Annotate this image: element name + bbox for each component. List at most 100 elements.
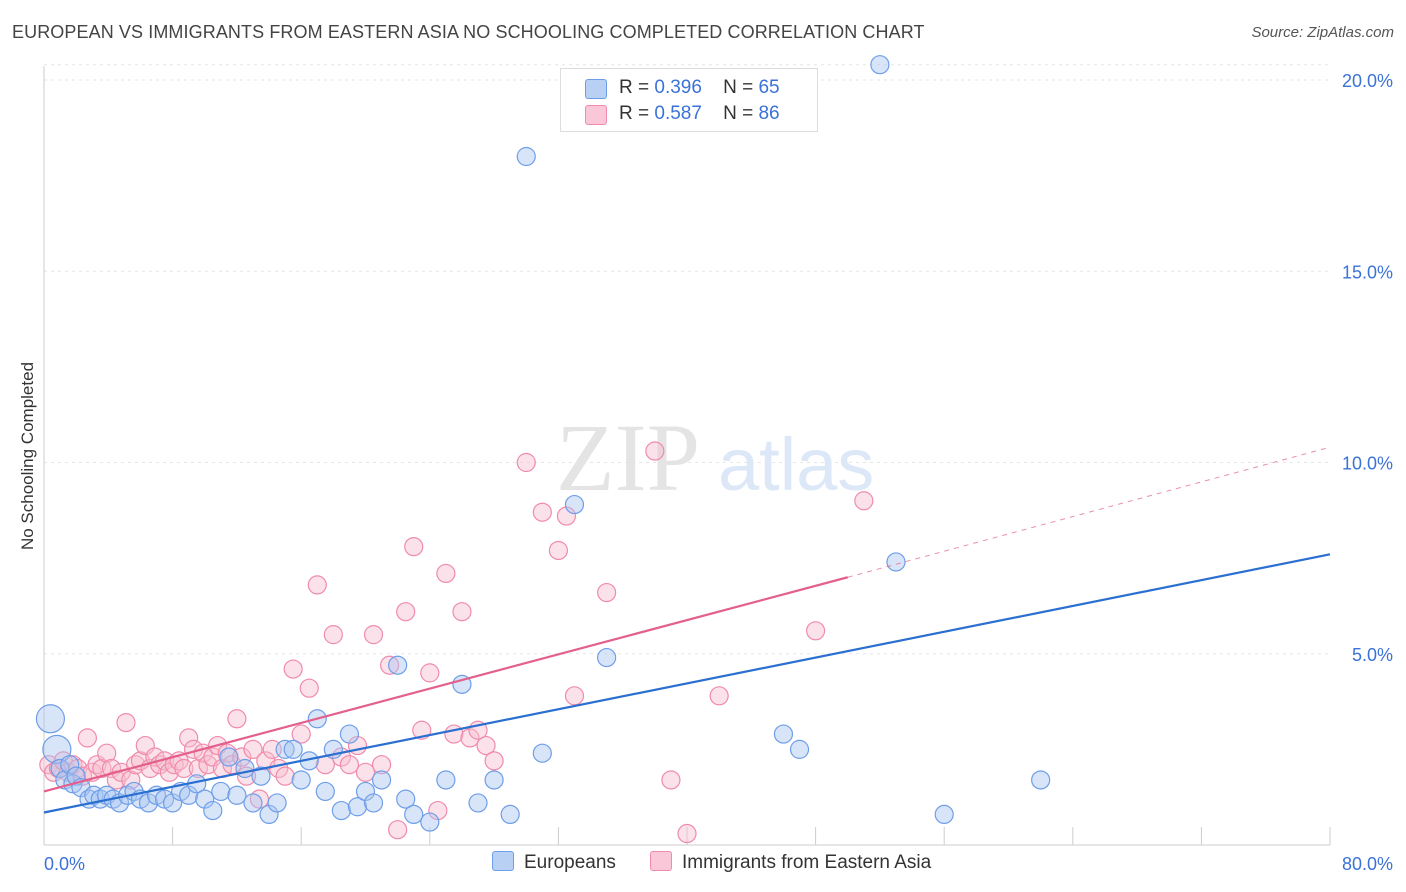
data-point	[267, 793, 287, 813]
axes	[43, 66, 1331, 846]
legend-n-label: N =	[723, 77, 754, 98]
data-point	[404, 804, 424, 825]
data-point	[484, 770, 504, 790]
tick-labels: 5.0% 10.0% 15.0% 20.0% 0.0% 80.0%	[44, 71, 1393, 874]
data-point	[174, 758, 194, 779]
data-point	[291, 770, 311, 790]
data-point	[60, 755, 80, 775]
data-point	[428, 800, 448, 821]
data-point	[371, 770, 392, 790]
data-point	[50, 758, 70, 779]
data-point	[347, 797, 368, 817]
series-europeans-points	[35, 55, 1051, 832]
legend-r-label: R =	[619, 77, 650, 98]
data-point	[291, 724, 311, 744]
data-point	[500, 804, 520, 825]
data-point	[548, 540, 569, 561]
data-point	[805, 621, 826, 641]
trend-line-immigrants-extension	[847, 446, 1331, 578]
data-point	[564, 686, 585, 706]
data-point	[934, 804, 954, 825]
data-point	[35, 704, 66, 734]
data-point	[188, 758, 208, 779]
data-point	[355, 762, 376, 782]
data-point	[307, 575, 327, 595]
y-tick-label: 20.0%	[1342, 71, 1393, 91]
legend-swatch-immigrants	[585, 105, 607, 125]
data-point	[1031, 770, 1051, 790]
data-point	[235, 758, 255, 779]
legend-item-immigrants[interactable]: Immigrants from Eastern Asia	[650, 851, 931, 874]
data-point	[532, 502, 552, 522]
source-credit: Source: ZipAtlas.com	[1251, 24, 1394, 41]
data-point	[179, 785, 199, 805]
data-point	[709, 686, 729, 706]
data-point	[227, 785, 247, 805]
data-point	[597, 647, 617, 668]
data-point	[789, 739, 810, 759]
data-point	[323, 625, 343, 645]
data-point	[870, 55, 890, 75]
legend-item-europeans[interactable]: Europeans	[492, 851, 616, 874]
data-point	[219, 747, 239, 767]
data-point	[516, 452, 536, 473]
data-point	[886, 552, 906, 572]
data-point	[203, 800, 223, 821]
legend-n-value: 86	[758, 103, 780, 124]
data-point	[452, 602, 472, 622]
data-point	[283, 739, 303, 759]
data-point	[42, 734, 72, 764]
data-point	[195, 789, 215, 809]
data-point	[532, 743, 552, 763]
legend-r-value: 0.587	[654, 103, 702, 124]
legend-swatch-europeans	[492, 851, 514, 871]
data-point	[77, 728, 98, 748]
data-point	[227, 709, 247, 729]
data-point	[179, 728, 199, 748]
data-point	[97, 743, 117, 763]
data-point	[243, 793, 263, 813]
data-point	[92, 758, 112, 779]
chart-title: EUROPEAN VS IMMIGRANTS FROM EASTERN ASIA…	[12, 22, 925, 42]
data-point	[363, 625, 384, 645]
data-point	[556, 506, 577, 526]
data-point	[121, 770, 141, 790]
data-point	[645, 441, 665, 461]
data-point	[251, 766, 271, 786]
watermark: ZIP atlas	[556, 404, 874, 511]
data-point	[259, 804, 279, 825]
legend-r-label: R =	[619, 103, 650, 124]
y-tick-label: 5.0%	[1352, 645, 1393, 665]
data-point	[380, 655, 400, 675]
y-tick-label: 15.0%	[1342, 262, 1393, 282]
data-point	[661, 770, 681, 790]
data-point	[444, 724, 464, 744]
correlation-legend: R = 0.396 N = 65 R = 0.587 N = 86	[560, 68, 818, 132]
series-legend: Europeans Immigrants from Eastern Asia	[0, 851, 1406, 877]
legend-label-immigrants: Immigrants from Eastern Asia	[682, 852, 932, 873]
data-point	[275, 766, 295, 786]
legend-swatch-europeans	[585, 79, 607, 99]
legend-r-value: 0.396	[654, 77, 702, 98]
data-point	[396, 602, 416, 622]
y-tick-label: 10.0%	[1342, 454, 1393, 474]
data-point	[677, 823, 697, 844]
data-point	[597, 582, 617, 603]
data-point	[404, 537, 424, 557]
watermark-atlas: atlas	[718, 423, 874, 506]
legend-label-europeans: Europeans	[524, 852, 616, 873]
data-point	[773, 724, 794, 744]
legend-n-label: N =	[723, 103, 754, 124]
x-tick-label: 0.0%	[44, 854, 85, 874]
legend-n-value: 65	[758, 77, 780, 98]
trend-line-europeans	[43, 553, 1331, 814]
data-point	[339, 755, 360, 775]
data-point	[420, 663, 440, 683]
data-point	[396, 789, 416, 809]
data-point	[283, 659, 303, 679]
data-point	[420, 812, 440, 832]
data-point	[484, 751, 504, 771]
data-point	[243, 739, 263, 759]
data-point	[315, 781, 335, 802]
